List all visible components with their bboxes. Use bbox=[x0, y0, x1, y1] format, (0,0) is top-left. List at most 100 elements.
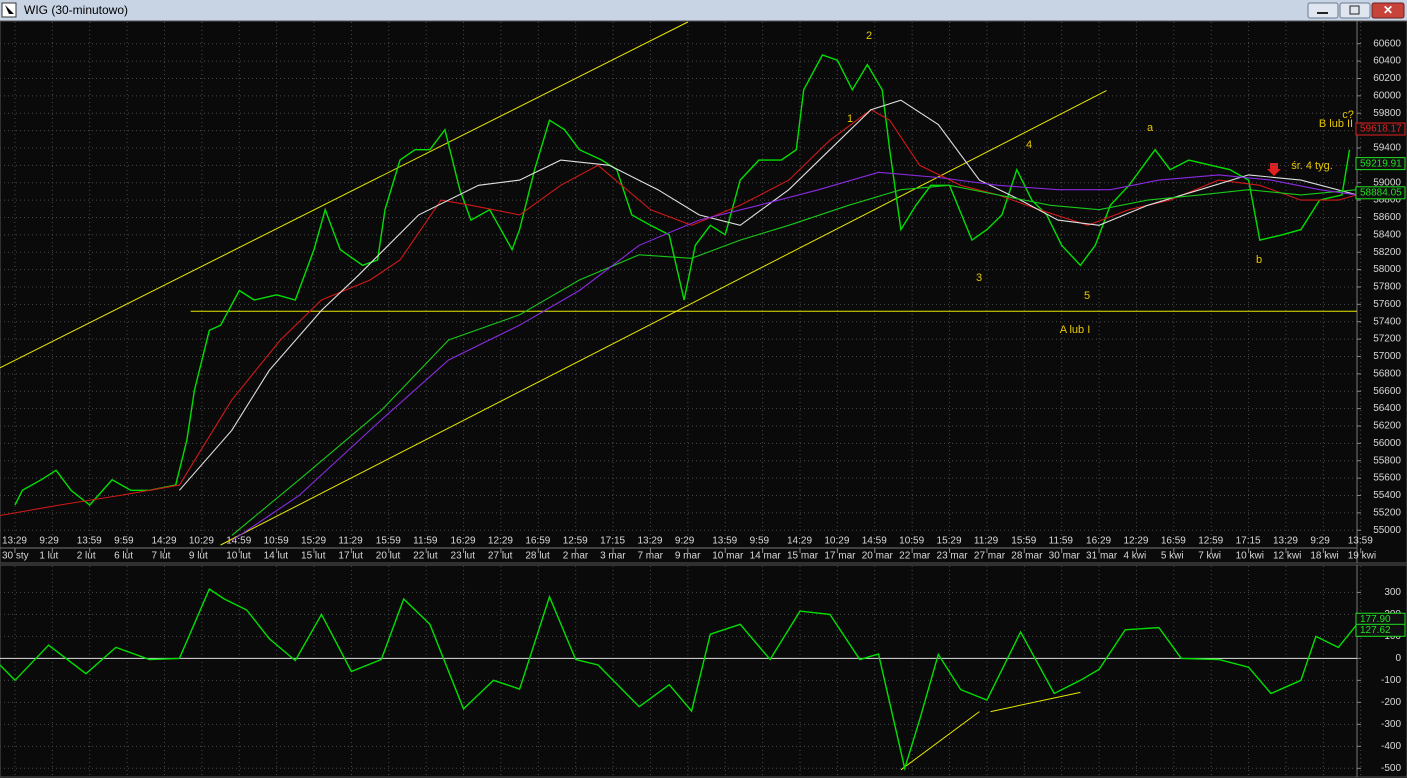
y-tick-label: 60200 bbox=[1373, 73, 1401, 84]
y-tick-label: 58600 bbox=[1373, 212, 1401, 223]
y-tick-label: 55600 bbox=[1373, 473, 1401, 484]
annotation: 5 bbox=[1084, 290, 1090, 302]
x-date-label: 20 lut bbox=[376, 551, 401, 562]
x-date-label: 23 lut bbox=[451, 551, 476, 562]
minimize-button[interactable] bbox=[1307, 2, 1339, 19]
x-date-label: 10 kwi bbox=[1236, 551, 1264, 562]
oscillator-panel-frame bbox=[0, 564, 1407, 778]
x-tick-label: 9:59 bbox=[114, 536, 134, 547]
y-tick-label: 59400 bbox=[1373, 143, 1401, 154]
y-tick-label: 56800 bbox=[1373, 368, 1401, 379]
x-date-label: 17 mar bbox=[824, 551, 856, 562]
y-tick-label: -400 bbox=[1381, 741, 1401, 752]
y-tick-label: 57800 bbox=[1373, 282, 1401, 293]
app-icon-glyph bbox=[5, 5, 14, 14]
x-date-label: 12 kwi bbox=[1273, 551, 1301, 562]
x-date-label: 15 lut bbox=[301, 551, 326, 562]
x-date-label: 20 mar bbox=[862, 551, 894, 562]
signal-arrow bbox=[1267, 163, 1281, 176]
last-value-label: 127.62 bbox=[1360, 625, 1391, 636]
x-tick-label: 17:15 bbox=[600, 536, 625, 547]
x-tick-label: 11:59 bbox=[1049, 536, 1074, 547]
window-title: WIG (30-minutowo) bbox=[24, 3, 128, 17]
annotation: c? bbox=[1342, 109, 1354, 121]
x-date-label: 15 mar bbox=[787, 551, 819, 562]
trendline bbox=[990, 691, 1081, 713]
annotation: 3 bbox=[976, 272, 982, 284]
annotation: 2 bbox=[866, 30, 872, 42]
x-tick-label: 15:59 bbox=[376, 536, 401, 547]
x-date-label: 3 mar bbox=[600, 551, 626, 562]
x-tick-label: 11:59 bbox=[413, 536, 438, 547]
last-value-box bbox=[1355, 186, 1406, 200]
close-glyph: ✕ bbox=[1383, 3, 1393, 17]
annotation: śr. 4 tyg. bbox=[1291, 160, 1333, 172]
y-tick-label: 55800 bbox=[1373, 455, 1401, 466]
x-tick-label: 14:29 bbox=[787, 536, 812, 547]
x-date-label: 1 lut bbox=[39, 551, 58, 562]
x-tick-label: 10:29 bbox=[189, 536, 214, 547]
restore-button[interactable] bbox=[1339, 2, 1371, 19]
x-date-label: 22 mar bbox=[899, 551, 931, 562]
trendline bbox=[900, 711, 980, 771]
last-value-label: 177.90 bbox=[1360, 614, 1391, 625]
x-tick-label: 10:59 bbox=[264, 536, 289, 547]
y-tick-label: -300 bbox=[1381, 719, 1401, 730]
y-tick-label: 55000 bbox=[1373, 525, 1401, 536]
x-tick-label: 13:59 bbox=[77, 536, 102, 547]
y-tick-label: 300 bbox=[1384, 587, 1401, 598]
x-date-label: 23 mar bbox=[937, 551, 969, 562]
series-line bbox=[0, 109, 1358, 517]
x-tick-label: 14:59 bbox=[862, 536, 887, 547]
y-tick-label: 55200 bbox=[1373, 507, 1401, 518]
x-date-label: 9 mar bbox=[675, 551, 701, 562]
y-tick-label: 55400 bbox=[1373, 490, 1401, 501]
x-date-label: 18 kwi bbox=[1310, 551, 1338, 562]
trendline bbox=[220, 90, 1107, 546]
annotation: 1 bbox=[847, 113, 853, 125]
y-tick-label: 56200 bbox=[1373, 421, 1401, 432]
close-button[interactable] bbox=[1371, 2, 1405, 19]
x-tick-label: 11:29 bbox=[338, 536, 363, 547]
x-date-label: 22 lut bbox=[413, 551, 438, 562]
y-tick-label: -200 bbox=[1381, 697, 1401, 708]
title-bar bbox=[0, 0, 1407, 21]
x-tick-label: 10:59 bbox=[899, 536, 924, 547]
x-date-label: 14 mar bbox=[750, 551, 782, 562]
x-tick-label: 12:29 bbox=[1123, 536, 1148, 547]
x-date-label: 19 kwi bbox=[1348, 551, 1376, 562]
annotation: B lub II bbox=[1319, 118, 1353, 130]
x-tick-label: 13:29 bbox=[2, 536, 27, 547]
trendline bbox=[0, 21, 689, 369]
last-value-box bbox=[1355, 623, 1406, 637]
last-value-label: 59219.91 bbox=[1360, 158, 1402, 169]
x-date-label: 14 lut bbox=[264, 551, 289, 562]
x-date-label: 7 lut bbox=[151, 551, 170, 562]
x-tick-label: 16:29 bbox=[1086, 536, 1111, 547]
y-tick-label: 57600 bbox=[1373, 299, 1401, 310]
x-tick-label: 12:29 bbox=[488, 536, 513, 547]
series-line bbox=[0, 588, 1358, 772]
x-tick-label: 9:29 bbox=[39, 536, 59, 547]
y-tick-label: 60400 bbox=[1373, 56, 1401, 67]
x-tick-label: 15:59 bbox=[1011, 536, 1036, 547]
x-tick-label: 10:29 bbox=[824, 536, 849, 547]
x-date-label: 10 mar bbox=[712, 551, 744, 562]
annotation: 4 bbox=[1026, 139, 1032, 151]
x-date-label: 30 mar bbox=[1049, 551, 1081, 562]
y-tick-label: 0 bbox=[1395, 653, 1401, 664]
y-tick-label: 60600 bbox=[1373, 38, 1401, 49]
y-tick-label: -500 bbox=[1381, 763, 1401, 774]
last-value-box bbox=[1355, 122, 1406, 136]
x-tick-label: 13:59 bbox=[712, 536, 737, 547]
x-tick-label: 9:29 bbox=[675, 536, 695, 547]
x-tick-label: 9:29 bbox=[1310, 536, 1330, 547]
x-tick-label: 11:29 bbox=[974, 536, 999, 547]
series-line bbox=[231, 184, 1358, 536]
x-tick-label: 13:29 bbox=[637, 536, 662, 547]
x-date-label: 6 lut bbox=[114, 551, 133, 562]
x-date-label: 28 lut bbox=[525, 551, 550, 562]
x-date-label: 2 lut bbox=[77, 551, 96, 562]
x-tick-label: 15:29 bbox=[937, 536, 962, 547]
